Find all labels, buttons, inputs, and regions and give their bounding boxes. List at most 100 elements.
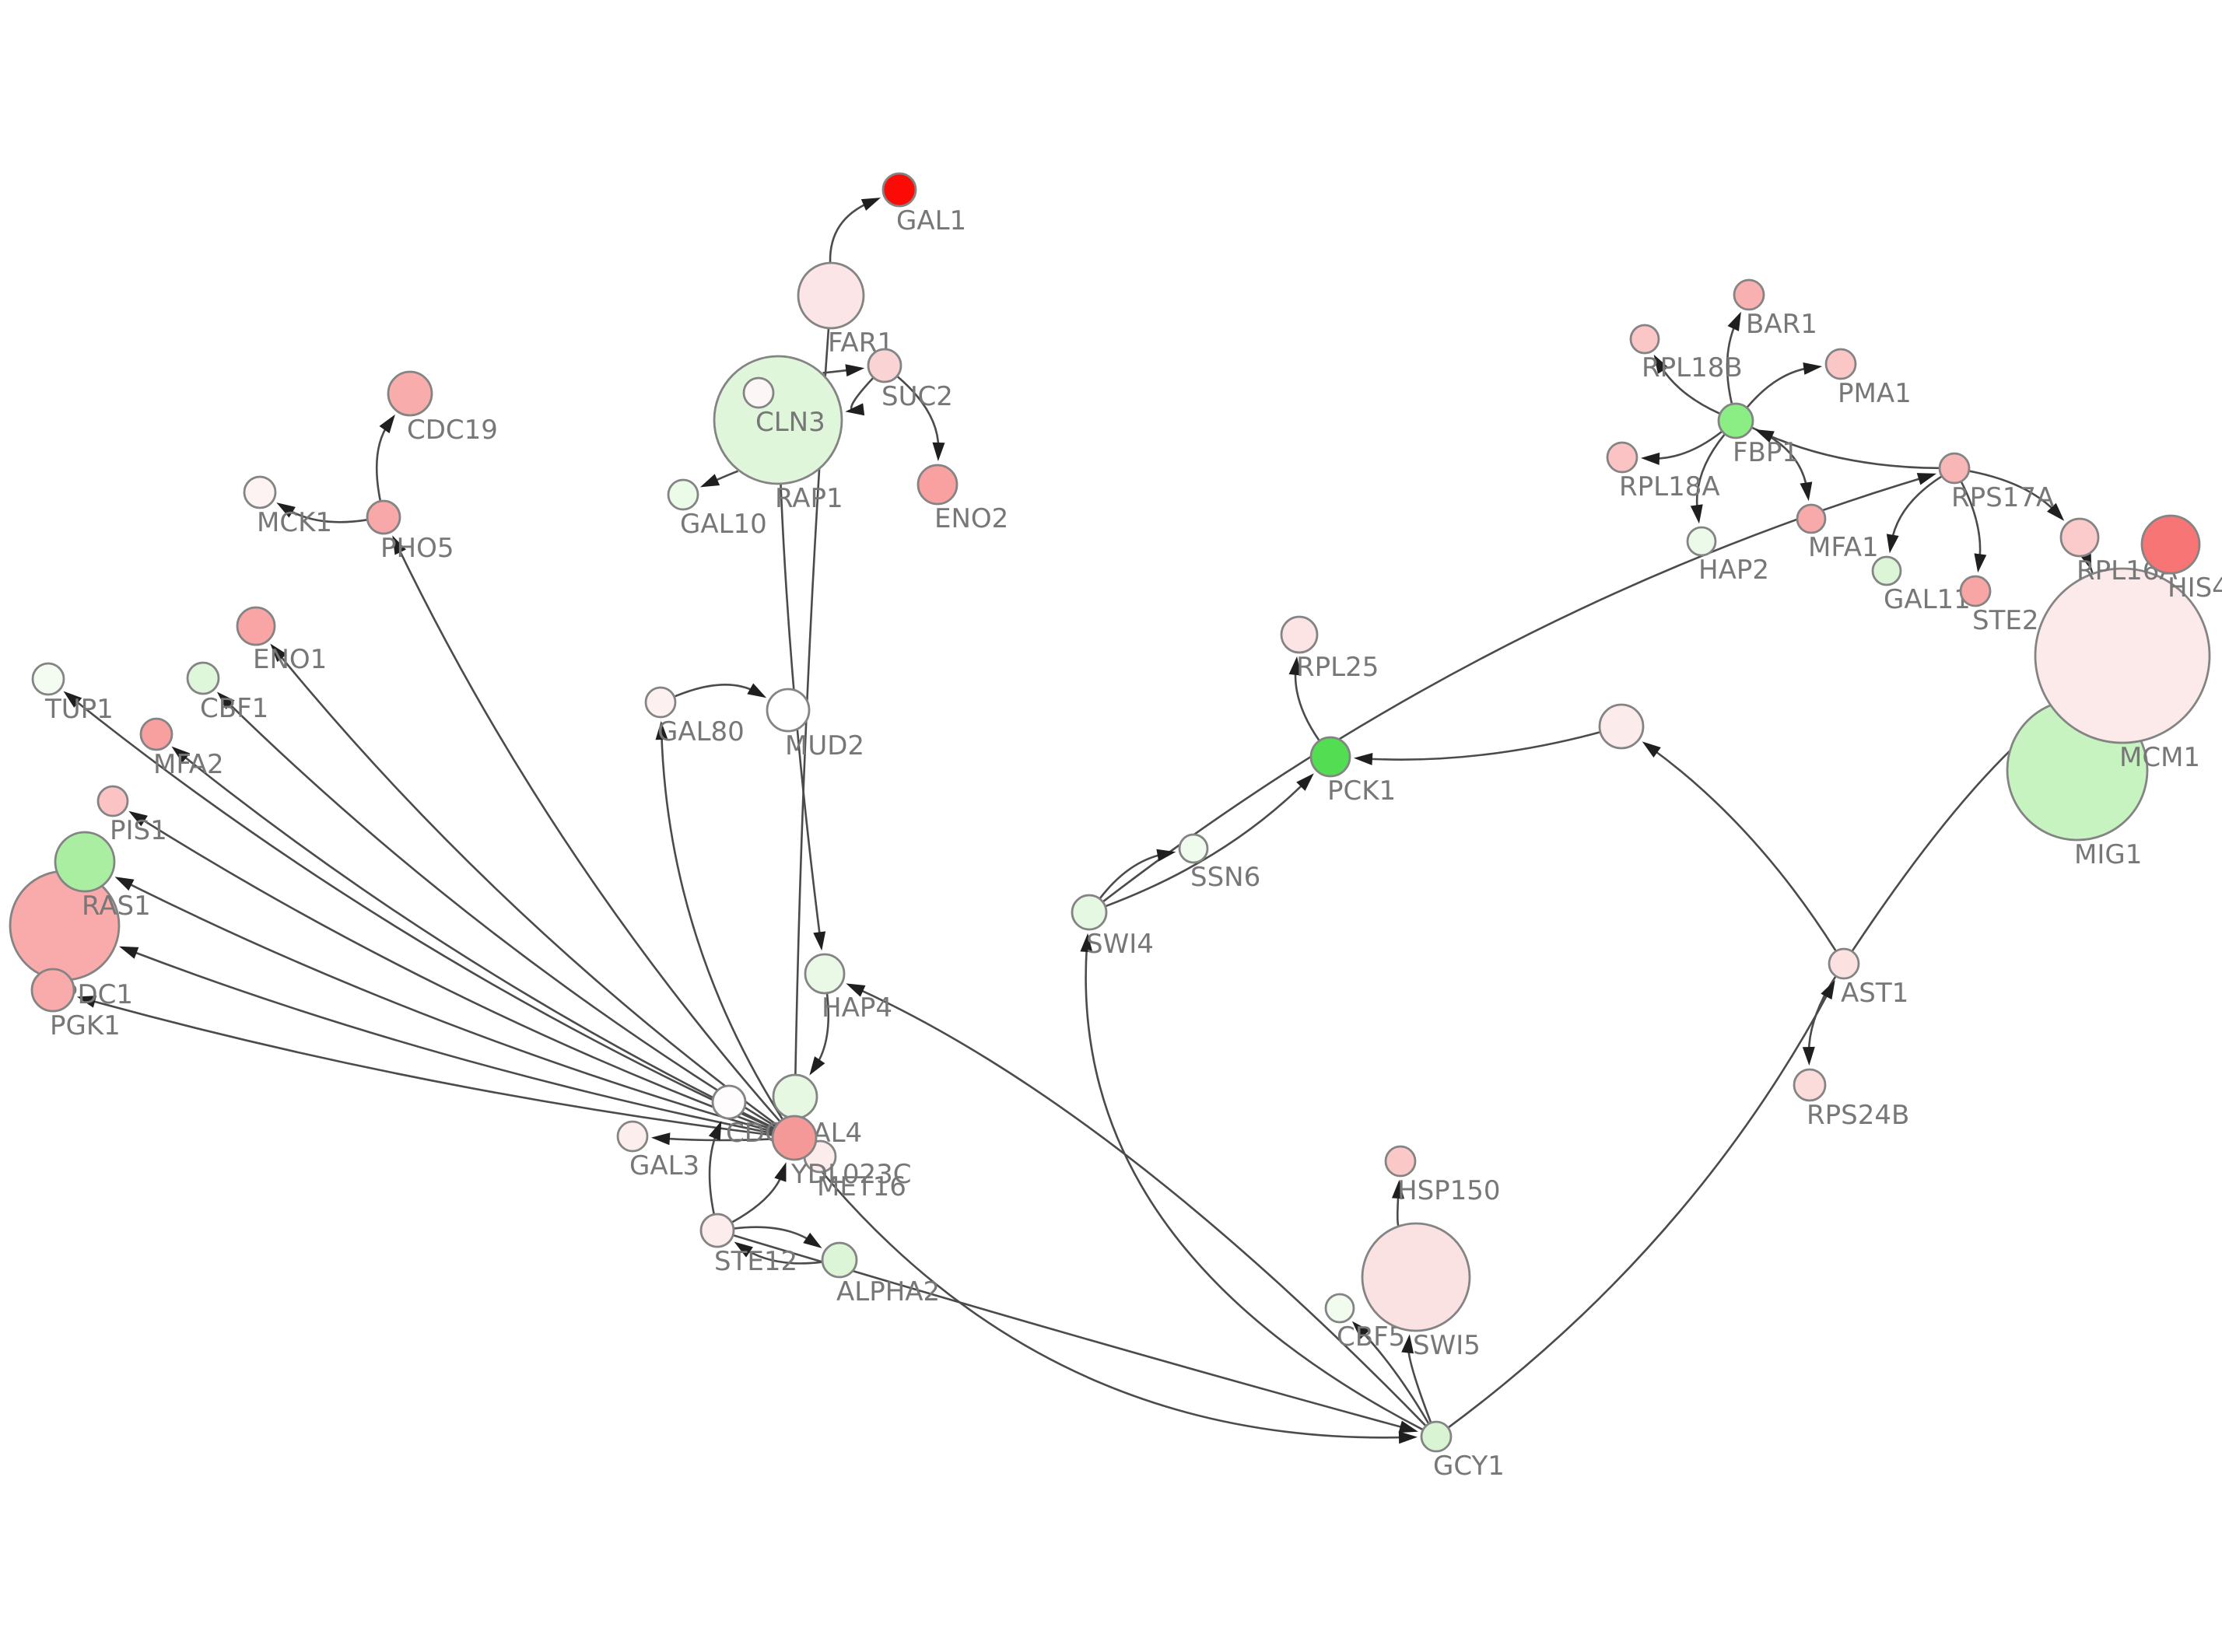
edge-arrowhead-icon bbox=[2047, 502, 2065, 521]
edge-rps17a-fbp1 bbox=[1764, 432, 1940, 470]
node-ras1[interactable] bbox=[54, 831, 116, 893]
edge-arrowhead-icon bbox=[809, 1056, 825, 1076]
edge-arrowhead-icon bbox=[1401, 1334, 1414, 1354]
label-his4: HIS4 bbox=[2168, 572, 2222, 604]
edge-arrowhead-icon bbox=[1398, 1420, 1418, 1433]
edge-gcy1-hap4 bbox=[855, 987, 1426, 1426]
node-mfa1[interactable] bbox=[1796, 503, 1827, 534]
edge-arrowhead-icon bbox=[1640, 452, 1660, 465]
node-pdc1[interactable] bbox=[9, 870, 121, 982]
edge-rps17a-rpl16a bbox=[1969, 470, 2058, 514]
node-tup1[interactable] bbox=[31, 662, 65, 696]
node-eno1[interactable] bbox=[236, 606, 276, 646]
edge-arrowhead-icon bbox=[1690, 504, 1703, 524]
edge-arrowhead-icon bbox=[845, 364, 865, 377]
node-hap2[interactable] bbox=[1686, 526, 1717, 557]
label-gal80: GAL80 bbox=[657, 716, 745, 747]
node-gal4[interactable] bbox=[772, 1073, 818, 1120]
edge-ydl023c-pho5 bbox=[396, 544, 780, 1122]
edge-pho5-mck1 bbox=[285, 507, 367, 523]
node-far1[interactable] bbox=[797, 261, 865, 330]
edge-ydl023c-gcy1 bbox=[808, 1154, 1407, 1439]
edge-arrowhead-icon bbox=[1802, 1046, 1815, 1066]
node-rpl18b[interactable] bbox=[1629, 324, 1660, 355]
label-rps17a: RPS17A bbox=[1951, 482, 2054, 513]
edge-ydl023c-tup1 bbox=[71, 697, 775, 1130]
edge-ydl023c-mfa2 bbox=[179, 752, 775, 1129]
edge-arrowhead-icon bbox=[379, 414, 395, 434]
edge-ydl023c-ras1 bbox=[124, 880, 773, 1133]
node-hap4[interactable] bbox=[804, 953, 846, 995]
node-rpl25[interactable] bbox=[1280, 615, 1319, 654]
node-cln3[interactable] bbox=[742, 376, 775, 409]
node-pck1[interactable] bbox=[1309, 736, 1351, 778]
node-ast1[interactable] bbox=[1828, 947, 1860, 980]
node-gal10[interactable] bbox=[667, 478, 699, 511]
node-mfa2[interactable] bbox=[139, 717, 173, 751]
edge-arrowhead-icon bbox=[276, 502, 296, 518]
label-rpl18a: RPL18A bbox=[1619, 471, 1720, 502]
node-alpha2[interactable] bbox=[821, 1241, 858, 1279]
edge-arrowhead-icon bbox=[171, 746, 191, 763]
label-mud2: MUD2 bbox=[785, 730, 864, 761]
edge-arrowhead-icon bbox=[774, 1162, 787, 1182]
node-pis1[interactable] bbox=[96, 785, 129, 817]
node-gal80[interactable] bbox=[644, 686, 677, 719]
node-ste2[interactable] bbox=[1959, 575, 1992, 607]
label-rpl25: RPL25 bbox=[1296, 652, 1379, 683]
edge-arrowhead-icon bbox=[128, 810, 148, 827]
node-cdc6[interactable] bbox=[711, 1084, 747, 1120]
edge-arrowhead-icon bbox=[1974, 553, 1987, 573]
node-mck1[interactable] bbox=[243, 475, 277, 509]
node-mud2[interactable] bbox=[766, 688, 811, 733]
node-ste12[interactable] bbox=[699, 1213, 735, 1248]
node-ssn6[interactable] bbox=[1178, 833, 1209, 864]
edge-gal80-mud2 bbox=[674, 684, 758, 698]
edge-ydl023c-pdc1 bbox=[128, 949, 773, 1135]
label-gal10: GAL10 bbox=[680, 509, 767, 540]
node-rpl16a[interactable] bbox=[2059, 517, 2100, 558]
edge-arrowhead-icon bbox=[1916, 473, 1937, 485]
edge-ydl023c-eno1 bbox=[276, 651, 777, 1125]
edge-arrowhead-icon bbox=[860, 198, 881, 211]
edge-arrowhead-icon bbox=[392, 535, 406, 555]
label-pis1: PIS1 bbox=[110, 815, 167, 846]
node-swi5[interactable] bbox=[1361, 1222, 1471, 1332]
edge-arrowhead-icon bbox=[845, 403, 865, 416]
edge-arrowhead-icon bbox=[1391, 1179, 1404, 1199]
node-mcm1[interactable] bbox=[2034, 567, 2211, 744]
node-pho5[interactable] bbox=[366, 499, 401, 535]
node-cbf5[interactable] bbox=[1324, 1293, 1355, 1324]
node-x1[interactable] bbox=[1598, 703, 1645, 750]
node-rps24b[interactable] bbox=[1793, 1068, 1827, 1102]
edge-arrowhead-icon bbox=[1156, 849, 1176, 862]
node-gal1[interactable] bbox=[881, 172, 917, 208]
node-fbp1[interactable] bbox=[1717, 402, 1754, 439]
node-swi4[interactable] bbox=[1071, 894, 1108, 931]
edge-rps17a-gal11 bbox=[1890, 475, 1942, 543]
node-ydl023c[interactable] bbox=[771, 1115, 818, 1161]
edge-arrowhead-icon bbox=[932, 442, 945, 462]
node-pma1[interactable] bbox=[1824, 348, 1857, 380]
node-eno2[interactable] bbox=[916, 464, 959, 506]
label-suc2: SUC2 bbox=[881, 381, 953, 412]
node-pgk1[interactable] bbox=[30, 968, 75, 1013]
node-his4[interactable] bbox=[2140, 514, 2201, 575]
node-hsp150[interactable] bbox=[1384, 1145, 1417, 1178]
label-met16: MET16 bbox=[817, 1171, 906, 1202]
edge-gcy1-cbf5 bbox=[1358, 1328, 1430, 1424]
node-gal3[interactable] bbox=[616, 1120, 649, 1153]
node-cdc19[interactable] bbox=[387, 370, 433, 417]
node-gcy1[interactable] bbox=[1420, 1420, 1453, 1453]
node-bar1[interactable] bbox=[1733, 278, 1765, 311]
node-gal11[interactable] bbox=[1871, 555, 1902, 586]
label-mig1: MIG1 bbox=[2074, 839, 2142, 870]
node-rps17a[interactable] bbox=[1938, 452, 1971, 485]
node-cbf1[interactable] bbox=[186, 661, 220, 695]
node-rpl18a[interactable] bbox=[1606, 441, 1638, 474]
label-eno2: ENO2 bbox=[934, 503, 1008, 534]
label-pgk1: PGK1 bbox=[50, 1010, 121, 1041]
node-suc2[interactable] bbox=[867, 348, 902, 383]
